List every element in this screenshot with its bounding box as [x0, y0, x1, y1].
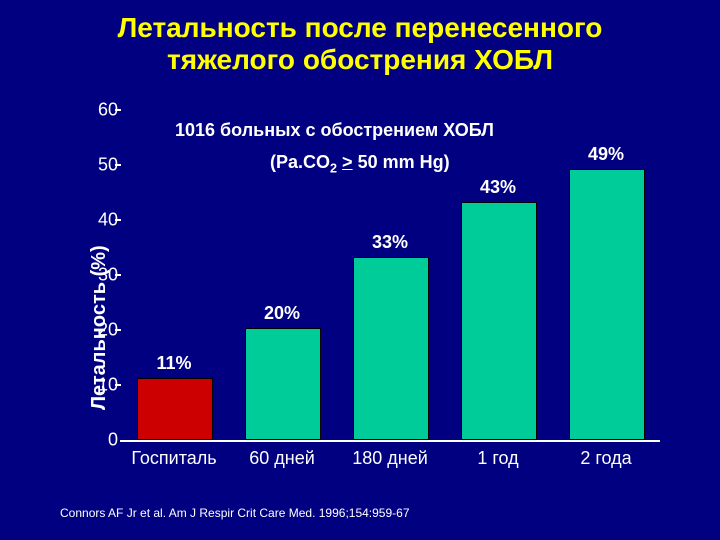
- y-tick-mark: [115, 219, 121, 221]
- x-tick-label: 1 год: [477, 448, 518, 469]
- paco2-tail: 50 mm Hg): [353, 152, 450, 172]
- paco2-gte: >: [342, 152, 353, 172]
- bar-value-label: 49%: [588, 144, 624, 165]
- x-tick-label: 180 дней: [352, 448, 428, 469]
- chart-area: Летальность (%) 11%20%33%43%49% 1016 бол…: [70, 110, 670, 480]
- y-tick-label: 20: [78, 320, 118, 341]
- y-tick-label: 60: [78, 100, 118, 121]
- bar: [353, 257, 429, 441]
- paco2-pre: (Pa.CO: [270, 152, 330, 172]
- annotation-patients: 1016 больных с обострением ХОБЛ: [175, 120, 494, 141]
- y-tick-label: 40: [78, 210, 118, 231]
- bar: [569, 169, 645, 441]
- bar: [461, 202, 537, 441]
- y-tick-mark: [115, 384, 121, 386]
- slide-title: Летальность после перенесенного тяжелого…: [0, 12, 720, 76]
- y-tick-label: 10: [78, 375, 118, 396]
- bar: [245, 328, 321, 440]
- bar-value-label: 43%: [480, 177, 516, 198]
- y-tick-label: 50: [78, 155, 118, 176]
- title-line2: тяжелого обострения ХОБЛ: [167, 44, 553, 75]
- bar: [137, 378, 213, 441]
- bar-value-label: 11%: [156, 353, 191, 374]
- bar-value-label: 33%: [372, 232, 408, 253]
- y-tick-mark: [115, 274, 121, 276]
- slide: Летальность после перенесенного тяжелого…: [0, 0, 720, 540]
- y-tick-mark: [115, 164, 121, 166]
- y-tick-mark: [115, 109, 121, 111]
- x-tick-label: Госпиталь: [131, 448, 216, 469]
- annotation-paco2: (Pa.CO2 > 50 mm Hg): [270, 152, 450, 176]
- bar-value-label: 20%: [264, 303, 300, 324]
- title-line1: Летальность после перенесенного: [118, 12, 603, 43]
- x-tick-label: 60 дней: [249, 448, 315, 469]
- y-tick-mark: [115, 329, 121, 331]
- paco2-sub: 2: [330, 162, 337, 176]
- y-tick-label: 0: [78, 430, 118, 451]
- citation: Connors AF Jr et al. Am J Respir Crit Ca…: [60, 506, 410, 520]
- y-tick-label: 30: [78, 265, 118, 286]
- x-tick-label: 2 года: [580, 448, 631, 469]
